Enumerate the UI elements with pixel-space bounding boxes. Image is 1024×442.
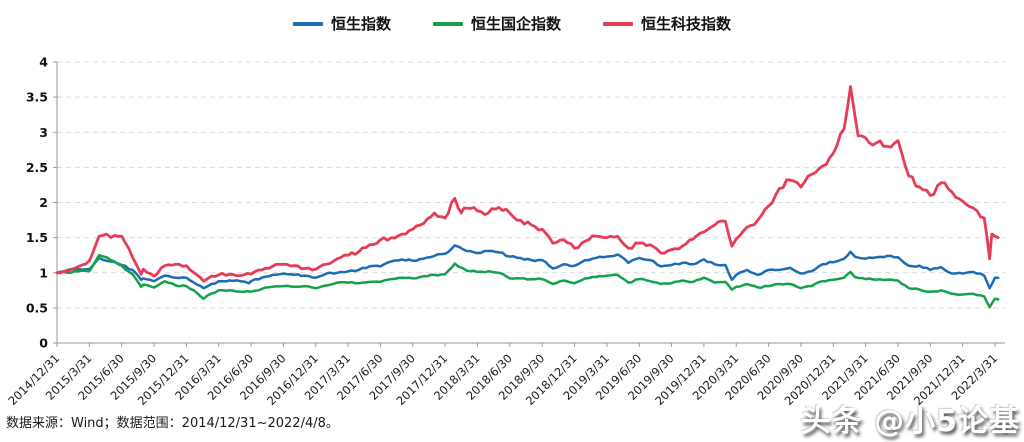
legend-label-hsi: 恒生指数 [330, 15, 391, 33]
svg-text:0: 0 [39, 336, 48, 351]
legend-item-hscei: 恒生国企指数 [432, 13, 561, 34]
legend-label-hscei: 恒生国企指数 [470, 15, 561, 33]
legend-line-swatch-hscei [432, 21, 463, 26]
legend-item-hstech: 恒生科技指数 [603, 13, 731, 34]
svg-text:3: 3 [39, 125, 48, 140]
legend-line-swatch-hstech [603, 21, 633, 26]
svg-text:3.5: 3.5 [26, 90, 48, 105]
series-line-hscei [55, 253, 1000, 309]
legend-label-hstech: 恒生科技指数 [641, 15, 732, 33]
chart-legend: 恒生指数 恒生国企指数 恒生科技指数 [0, 13, 1024, 34]
svg-text:1.5: 1.5 [26, 230, 48, 245]
y-axis-labels: 0 0.5 1 1.5 2 2.5 3 3.5 4 [26, 55, 48, 351]
svg-text:2: 2 [39, 195, 48, 210]
svg-text:2.5: 2.5 [26, 160, 48, 175]
svg-text:1: 1 [39, 265, 48, 280]
svg-text:4: 4 [39, 55, 48, 70]
gridlines [57, 61, 1005, 309]
series-line-hstech [55, 85, 1000, 283]
legend-item-hsi: 恒生指数 [292, 13, 391, 34]
series-line-hsi [55, 244, 1000, 290]
legend-line-swatch-hsi [292, 21, 323, 26]
source-note: 数据来源：Wind；数据范围：2014/12/31~2022/4/8。 [6, 416, 339, 431]
watermark: 头条 @小5论基 [800, 404, 1020, 439]
svg-text:0.5: 0.5 [26, 300, 48, 315]
axes [53, 61, 1005, 347]
